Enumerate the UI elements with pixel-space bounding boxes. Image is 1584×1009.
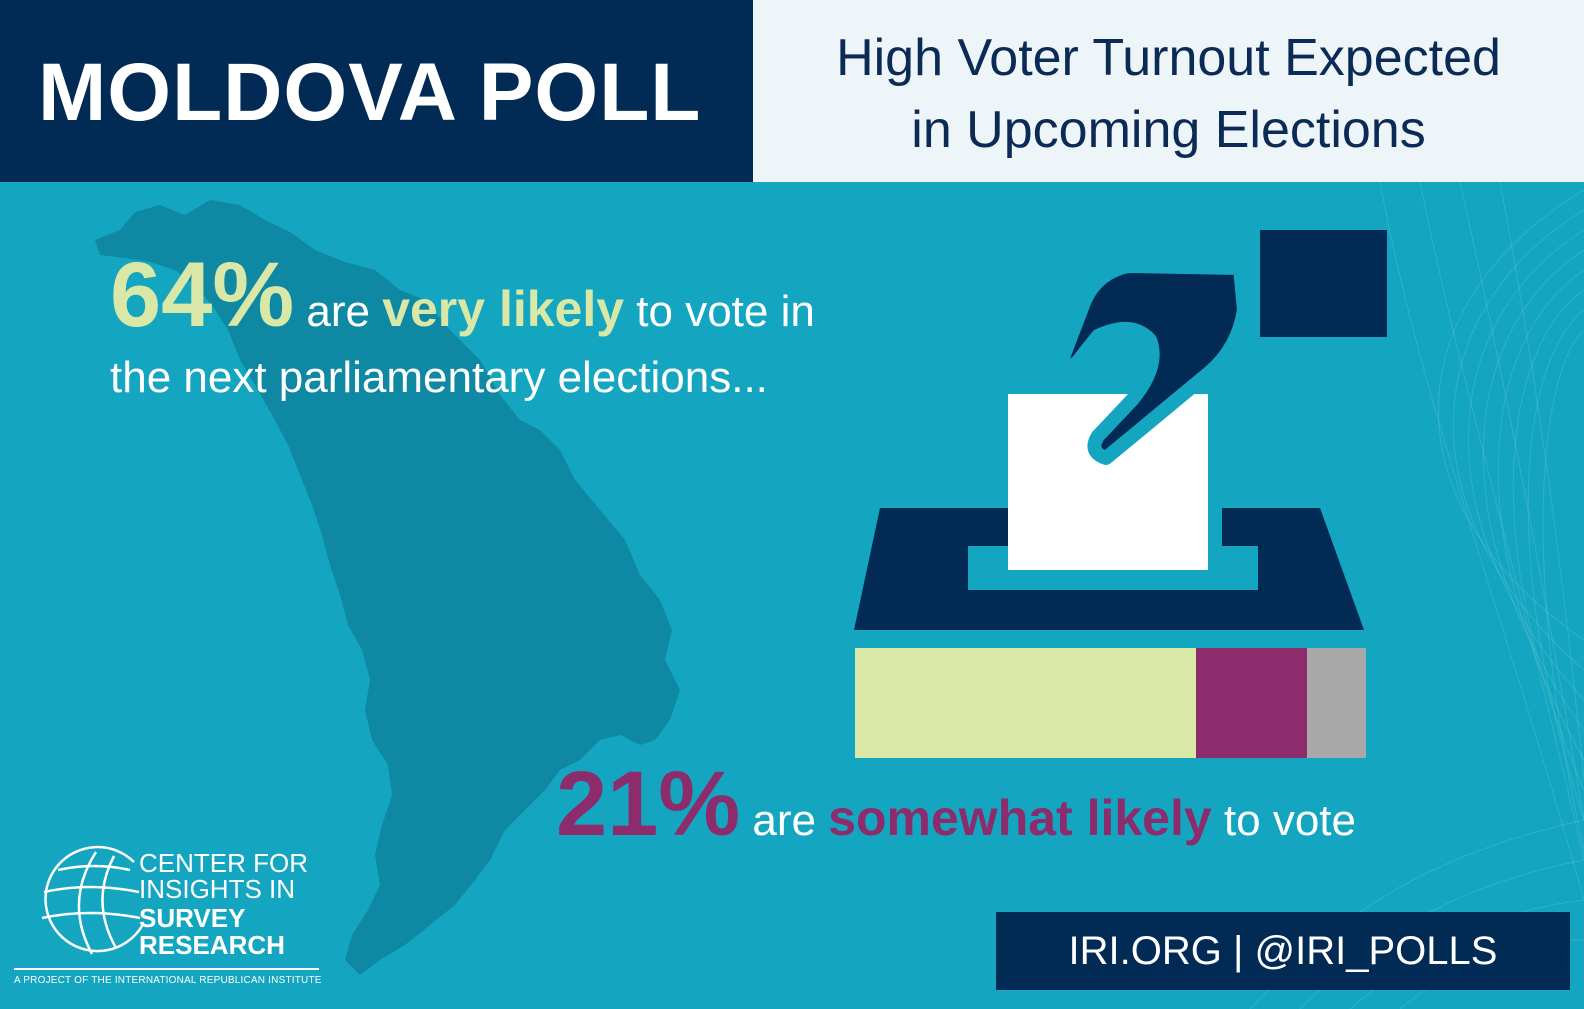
stat-somewhat-likely-percent: 21% (556, 753, 741, 855)
stat-very-likely-pre: are (294, 287, 383, 336)
ballot-box-lid-icon (854, 508, 1364, 630)
stat-somewhat-likely: 21% are somewhat likely to vote (556, 752, 1356, 857)
logo-line-3: SURVEY (139, 903, 246, 933)
stat-very-likely-highlight: very likely (382, 281, 625, 337)
stat-very-likely-line2: the next parliamentary elections... (110, 353, 768, 402)
stat-somewhat-likely-pre: are (740, 796, 829, 845)
cisr-logo: CENTER FOR INSIGHTS IN SURVEY RESEARCH A… (14, 838, 334, 998)
stat-very-likely-post: to vote in (624, 287, 815, 336)
logo-line-4: RESEARCH (139, 930, 285, 960)
globe-icon (41, 845, 144, 955)
header-title-panel: MOLDOVA POLL (0, 0, 753, 182)
footer-links: IRI.ORG | @IRI_POLLS (996, 912, 1570, 990)
header-subtitle-panel: High Voter Turnout Expected in Upcoming … (753, 0, 1584, 182)
stat-very-likely-percent: 64% (110, 244, 295, 346)
hand-icon (1055, 259, 1251, 465)
stat-somewhat-likely-post: to vote (1211, 796, 1356, 845)
page-title: MOLDOVA POLL (38, 47, 702, 138)
logo-line-2: INSIGHTS IN (139, 874, 296, 904)
logo-tagline: A PROJECT OF THE INTERNATIONAL REPUBLICA… (14, 975, 322, 986)
subtitle-line-1: High Voter Turnout Expected (836, 29, 1501, 87)
ballot-square-icon (1260, 230, 1387, 337)
logo-line-1: CENTER FOR (139, 848, 308, 878)
turnout-bar-segment-3 (1307, 648, 1366, 758)
stat-somewhat-likely-highlight: somewhat likely (828, 790, 1212, 846)
subtitle-line-2: in Upcoming Elections (911, 101, 1426, 159)
turnout-bar (855, 648, 1366, 758)
turnout-bar-segment-2 (1195, 648, 1308, 758)
logo-divider (14, 968, 319, 970)
stat-very-likely: 64% are very likely to vote in the next … (110, 249, 815, 411)
turnout-bar-segment-1 (855, 648, 1196, 758)
